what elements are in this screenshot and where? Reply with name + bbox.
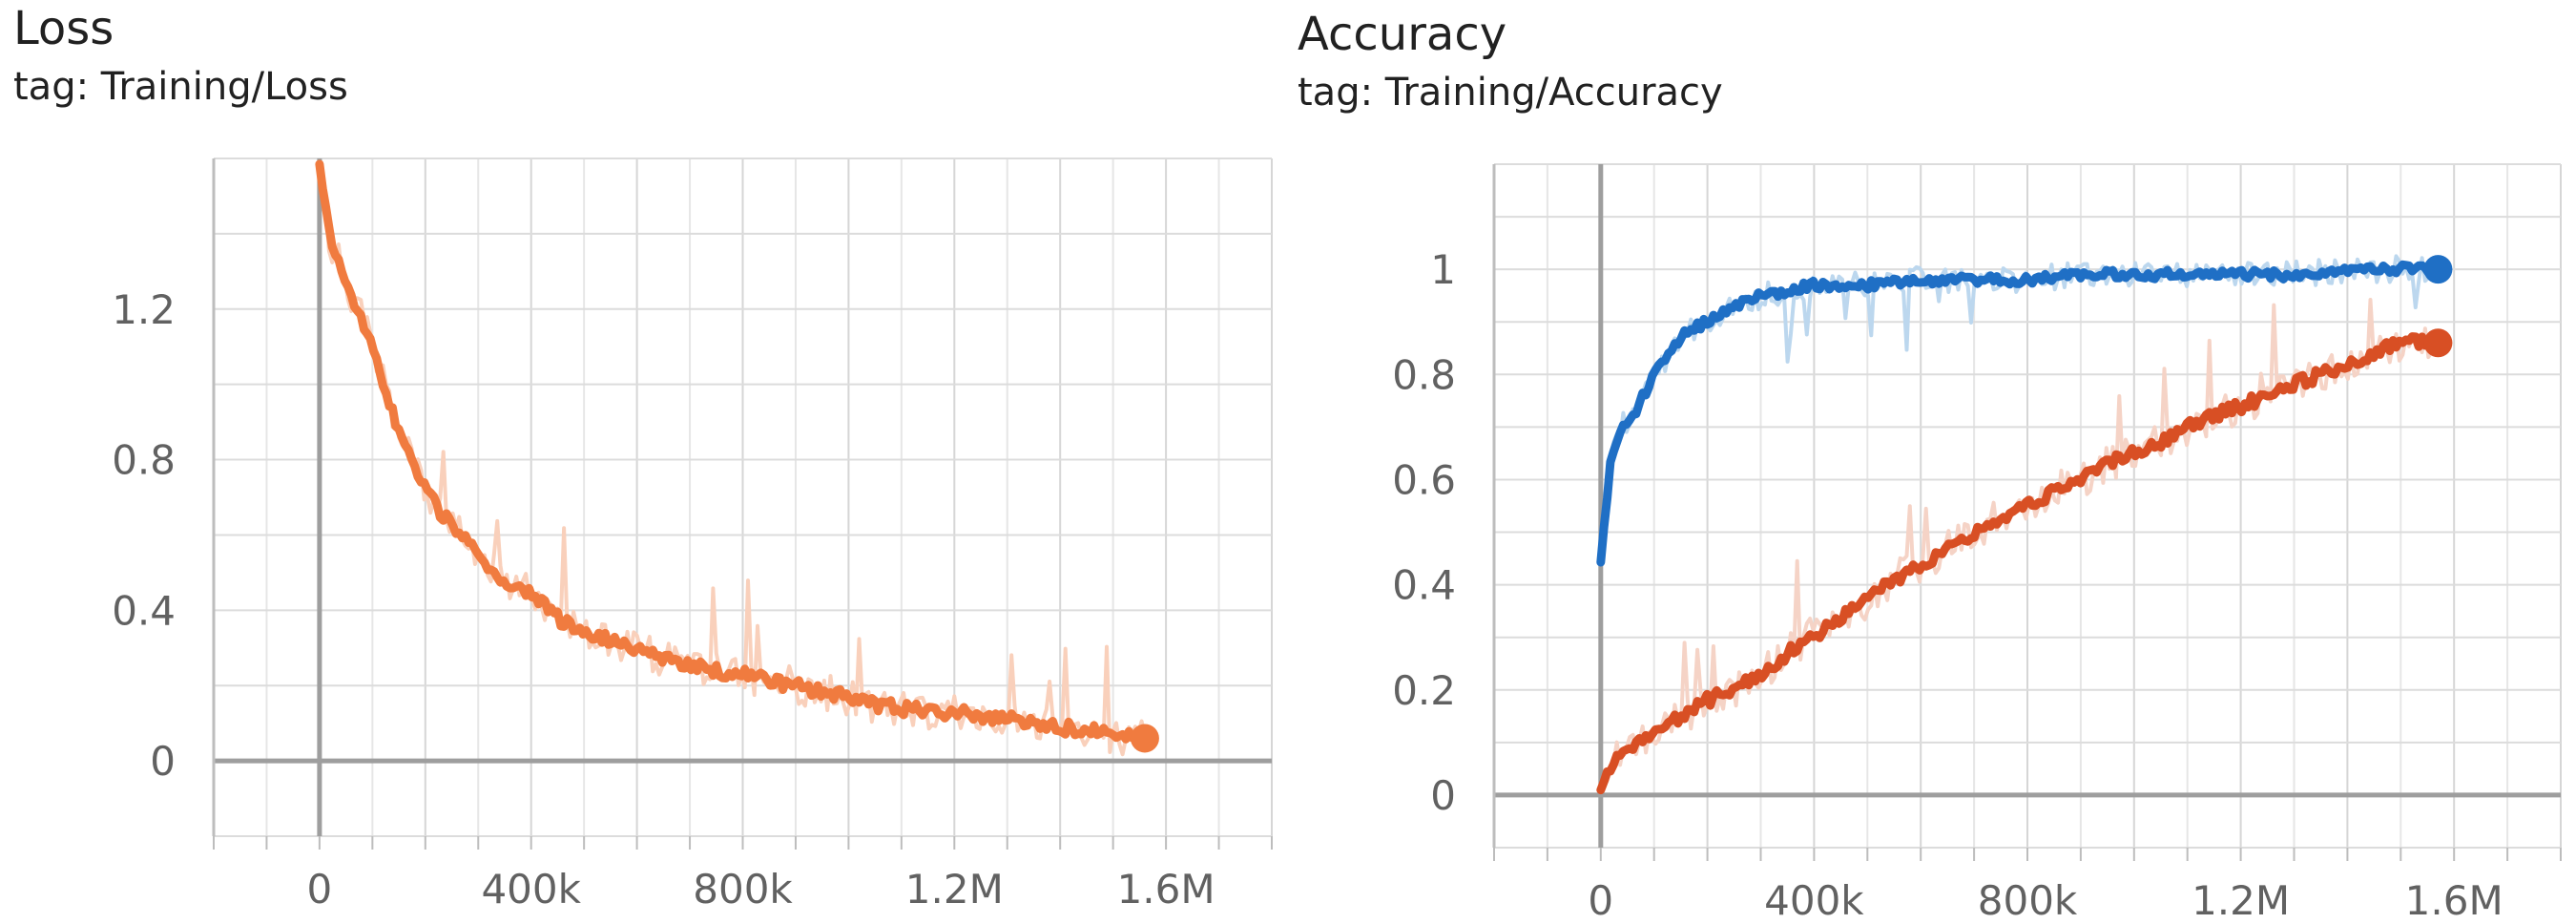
- x-tick-label: 0: [307, 866, 333, 913]
- chart-tag: tag: Training/Accuracy: [1298, 71, 1723, 115]
- series-end-point: [1130, 724, 1159, 753]
- x-tick-label: 1.6M: [2405, 877, 2503, 924]
- chart-tag: tag: Training/Loss: [13, 65, 348, 109]
- y-tick-label: 0: [150, 738, 176, 785]
- x-tick-label: 0: [1588, 877, 1613, 924]
- series-end-point: [2423, 255, 2453, 284]
- y-tick-label: 0.6: [1392, 456, 1456, 503]
- y-tick-label: 0: [1430, 772, 1456, 819]
- x-tick-label: 1.2M: [905, 866, 1004, 913]
- x-tick-label: 800k: [1978, 877, 2078, 924]
- series-smoothed-line: [1596, 260, 2442, 567]
- loss-chart-svg[interactable]: 0 400k 800k 1.2M 1.6M 0 0.4 0.8 1.2: [0, 0, 1278, 924]
- series-raw-line: [1599, 298, 2441, 788]
- x-tick-label: 800k: [693, 866, 793, 913]
- chart-title: Loss: [13, 2, 114, 55]
- accuracy-chart-panel: Accuracy tag: Training/Accuracy 0 400k 800…: [1278, 0, 2576, 924]
- loss-chart-panel: Loss tag: Training/Loss 0 400k 800k 1.2M 1.6…: [0, 0, 1278, 924]
- y-tick-label: 0.4: [112, 587, 176, 634]
- series-smoothed-line: [315, 159, 1150, 746]
- series-raw-line: [1598, 254, 2441, 563]
- x-tick-label: 400k: [1764, 877, 1864, 924]
- y-tick-label: 1.2: [112, 286, 176, 333]
- y-tick-label: 0.2: [1392, 667, 1456, 714]
- series-smoothed-line: [1596, 332, 2442, 795]
- y-tick-label: 1: [1430, 246, 1456, 293]
- x-tick-label: 400k: [481, 866, 581, 913]
- chart-title: Accuracy: [1298, 8, 1507, 61]
- accuracy-chart-svg[interactable]: 0 400k 800k 1.2M 1.6M 0 0.2 0.4 0.6 0.8 1: [1278, 0, 2576, 924]
- y-tick-label: 0.8: [112, 437, 176, 484]
- y-tick-label: 0.8: [1392, 351, 1456, 398]
- x-tick-label: 1.2M: [2192, 877, 2290, 924]
- series-end-point: [2423, 328, 2453, 358]
- y-tick-label: 0.4: [1392, 562, 1456, 609]
- x-tick-label: 1.6M: [1117, 866, 1215, 913]
